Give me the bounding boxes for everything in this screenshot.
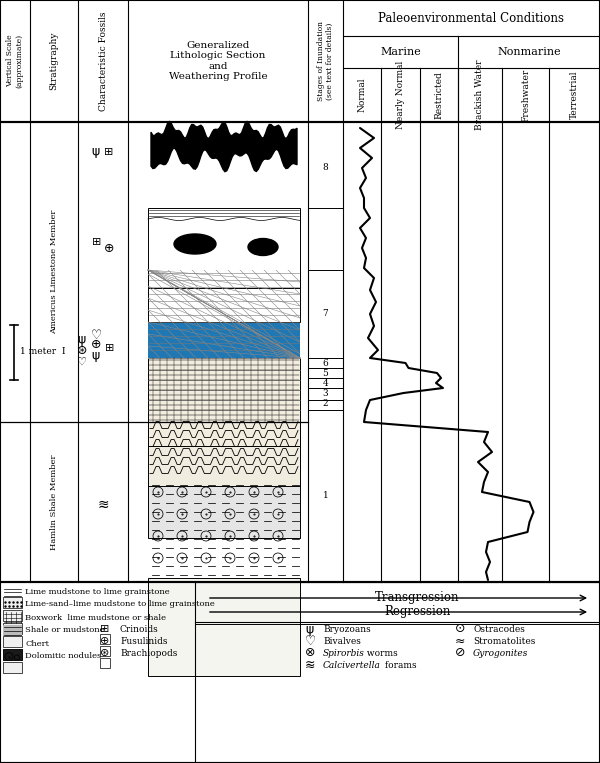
Ellipse shape bbox=[174, 234, 216, 254]
Text: ⊕: ⊕ bbox=[91, 339, 101, 352]
Text: 7: 7 bbox=[323, 308, 328, 317]
Text: ⊞: ⊞ bbox=[106, 343, 115, 353]
Text: ⊛: ⊛ bbox=[77, 343, 87, 356]
Bar bbox=[3, 649, 22, 660]
Text: ≈: ≈ bbox=[455, 635, 465, 648]
Text: ψ: ψ bbox=[306, 623, 314, 636]
Text: Transgression: Transgression bbox=[375, 591, 460, 604]
Text: Brackish Water: Brackish Water bbox=[476, 60, 485, 130]
Text: ⊞: ⊞ bbox=[92, 237, 101, 247]
Text: ♡: ♡ bbox=[304, 635, 316, 648]
Bar bbox=[3, 623, 22, 634]
Text: Ostracodes: Ostracodes bbox=[473, 624, 525, 633]
Bar bbox=[3, 662, 22, 673]
Text: Terrestrial: Terrestrial bbox=[570, 71, 579, 119]
Text: ⊗: ⊗ bbox=[305, 646, 315, 659]
Bar bbox=[148, 480, 300, 538]
Text: ⊕: ⊕ bbox=[100, 636, 110, 646]
Text: Paleoenvironmental Conditions: Paleoenvironmental Conditions bbox=[379, 11, 565, 24]
Text: ψ: ψ bbox=[78, 333, 86, 346]
Ellipse shape bbox=[248, 239, 278, 256]
Text: Shale or mudstone: Shale or mudstone bbox=[25, 626, 104, 635]
Text: ⊛: ⊛ bbox=[100, 648, 110, 658]
Text: Bivalves: Bivalves bbox=[323, 636, 361, 645]
Bar bbox=[3, 636, 22, 647]
Text: ψ: ψ bbox=[92, 349, 100, 362]
Text: ≋: ≋ bbox=[97, 498, 109, 512]
Text: Americus Limestone Member: Americus Limestone Member bbox=[50, 210, 58, 334]
Bar bbox=[100, 646, 110, 656]
Text: 5: 5 bbox=[323, 369, 328, 378]
Text: Lime mudstone to lime grainstone: Lime mudstone to lime grainstone bbox=[25, 588, 170, 595]
Bar bbox=[148, 578, 300, 676]
Text: ≋: ≋ bbox=[305, 658, 315, 671]
Text: Freshwater: Freshwater bbox=[521, 69, 530, 121]
Bar bbox=[3, 625, 22, 636]
Text: Calcivertella: Calcivertella bbox=[323, 661, 381, 669]
Text: Lime-sand–lime mudstone to lime grainstone: Lime-sand–lime mudstone to lime grainsto… bbox=[25, 600, 215, 609]
Text: Restricted: Restricted bbox=[434, 71, 443, 119]
Text: Nonmarine: Nonmarine bbox=[497, 47, 561, 57]
Text: Hamlin Shale Member: Hamlin Shale Member bbox=[50, 454, 58, 550]
Text: 1 meter  I: 1 meter I bbox=[20, 347, 65, 356]
Text: 4: 4 bbox=[323, 378, 328, 388]
Text: Stromatolites: Stromatolites bbox=[473, 636, 535, 645]
Text: ⊙: ⊙ bbox=[455, 623, 465, 636]
Text: ⊞: ⊞ bbox=[104, 147, 113, 157]
Text: Gyrogonites: Gyrogonites bbox=[473, 649, 529, 658]
Text: Normal: Normal bbox=[358, 78, 367, 112]
Text: Vertical Scale
(approximate): Vertical Scale (approximate) bbox=[7, 34, 23, 88]
Text: 3: 3 bbox=[323, 388, 328, 398]
Text: Chert: Chert bbox=[25, 639, 49, 648]
Text: Bryozoans: Bryozoans bbox=[323, 624, 371, 633]
Text: ♡: ♡ bbox=[77, 357, 87, 367]
Polygon shape bbox=[151, 121, 297, 172]
Text: 1: 1 bbox=[323, 491, 328, 500]
Text: 6: 6 bbox=[323, 359, 328, 368]
Text: Crinoids: Crinoids bbox=[120, 624, 159, 633]
Text: Boxwork  lime mudstone or shale: Boxwork lime mudstone or shale bbox=[25, 613, 166, 622]
Text: Nearly Normal: Nearly Normal bbox=[396, 61, 405, 129]
Text: Dolomitic nodules: Dolomitic nodules bbox=[25, 652, 101, 661]
Bar bbox=[148, 358, 300, 446]
Bar bbox=[100, 658, 110, 668]
Bar bbox=[3, 649, 22, 660]
Bar bbox=[3, 610, 22, 621]
Bar bbox=[148, 422, 300, 486]
Text: Marine: Marine bbox=[380, 47, 421, 57]
Bar bbox=[3, 597, 22, 608]
Bar bbox=[148, 218, 300, 228]
Text: Characteristic Fossils: Characteristic Fossils bbox=[98, 11, 107, 111]
Text: 2: 2 bbox=[323, 400, 328, 408]
Text: Fusulinids: Fusulinids bbox=[120, 636, 167, 645]
Text: forams: forams bbox=[382, 661, 416, 669]
Bar bbox=[148, 270, 300, 358]
Bar bbox=[100, 634, 110, 644]
Bar bbox=[148, 270, 300, 322]
Text: ♡: ♡ bbox=[91, 329, 101, 342]
Text: Generalized
Lithologic Section
and
Weathering Profile: Generalized Lithologic Section and Weath… bbox=[169, 41, 268, 81]
Bar bbox=[148, 208, 300, 288]
Text: ⊕: ⊕ bbox=[104, 242, 114, 255]
Text: Stages of Inundation
(see text for details): Stages of Inundation (see text for detai… bbox=[317, 21, 334, 101]
Text: Spirorbis: Spirorbis bbox=[323, 649, 365, 658]
Text: ψ: ψ bbox=[91, 146, 99, 159]
Text: Regression: Regression bbox=[385, 606, 451, 619]
Text: ⊘: ⊘ bbox=[455, 646, 465, 659]
Text: ⊞: ⊞ bbox=[100, 624, 110, 634]
Text: Brachiopods: Brachiopods bbox=[120, 649, 178, 658]
Text: worms: worms bbox=[364, 649, 397, 658]
Text: 8: 8 bbox=[323, 163, 328, 172]
Text: Stratigraphy: Stratigraphy bbox=[49, 32, 59, 90]
